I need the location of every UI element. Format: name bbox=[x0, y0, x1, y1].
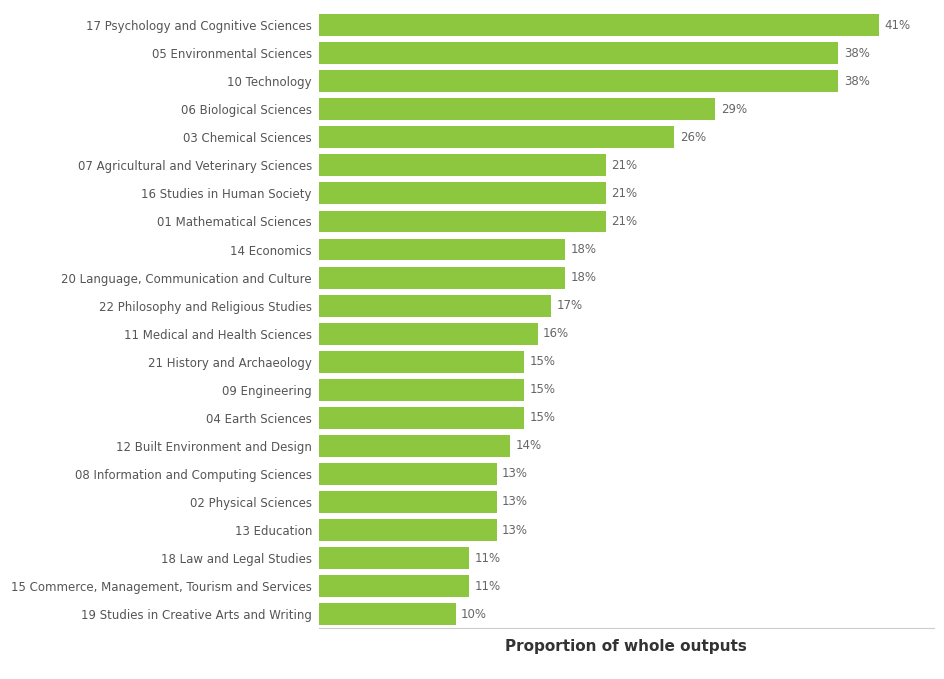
Bar bbox=[318, 210, 605, 232]
Text: 17%: 17% bbox=[556, 299, 582, 312]
Bar bbox=[318, 407, 523, 428]
Text: 21%: 21% bbox=[611, 159, 637, 172]
Text: 11%: 11% bbox=[474, 551, 500, 564]
Text: 15%: 15% bbox=[529, 383, 555, 397]
Text: 15%: 15% bbox=[529, 411, 555, 424]
Text: 10%: 10% bbox=[461, 608, 486, 621]
X-axis label: Proportion of whole outputs: Proportion of whole outputs bbox=[505, 640, 747, 655]
Bar bbox=[318, 295, 550, 316]
Bar bbox=[318, 154, 605, 177]
Bar bbox=[318, 603, 455, 625]
Bar bbox=[318, 42, 837, 64]
Text: 13%: 13% bbox=[501, 467, 528, 481]
Text: 16%: 16% bbox=[543, 327, 568, 340]
Bar bbox=[318, 98, 715, 120]
Text: 38%: 38% bbox=[843, 47, 868, 60]
Text: 14%: 14% bbox=[515, 439, 541, 452]
Text: 11%: 11% bbox=[474, 580, 500, 593]
Bar bbox=[318, 519, 496, 541]
Text: 13%: 13% bbox=[501, 524, 528, 536]
Bar bbox=[318, 14, 878, 36]
Text: 21%: 21% bbox=[611, 187, 637, 200]
Text: 18%: 18% bbox=[570, 243, 596, 256]
Bar bbox=[318, 183, 605, 204]
Bar bbox=[318, 463, 496, 485]
Bar bbox=[318, 547, 469, 569]
Bar bbox=[318, 575, 469, 597]
Text: 38%: 38% bbox=[843, 75, 868, 88]
Text: 13%: 13% bbox=[501, 496, 528, 509]
Bar bbox=[318, 238, 565, 261]
Bar bbox=[318, 126, 673, 148]
Text: 15%: 15% bbox=[529, 355, 555, 368]
Bar bbox=[318, 351, 523, 373]
Bar bbox=[318, 267, 565, 289]
Text: 26%: 26% bbox=[679, 131, 705, 144]
Bar bbox=[318, 323, 537, 345]
Bar bbox=[318, 435, 510, 457]
Text: 18%: 18% bbox=[570, 271, 596, 284]
Text: 21%: 21% bbox=[611, 215, 637, 228]
Text: 41%: 41% bbox=[884, 18, 910, 32]
Bar bbox=[318, 71, 837, 92]
Text: 29%: 29% bbox=[720, 103, 746, 116]
Bar bbox=[318, 491, 496, 513]
Bar bbox=[318, 379, 523, 401]
